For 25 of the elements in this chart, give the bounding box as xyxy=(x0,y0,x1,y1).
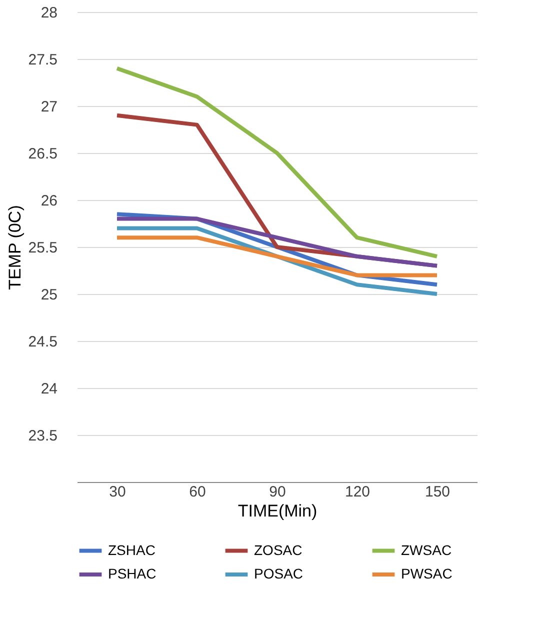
legend-label: ZWSAC xyxy=(401,542,452,558)
y-tick-label: 28 xyxy=(40,4,58,22)
x-axis-title: TIME(Min) xyxy=(238,502,318,520)
x-tick-label: 120 xyxy=(344,484,370,500)
legend-label: POSAC xyxy=(254,566,304,582)
y-tick-label: 26 xyxy=(40,192,58,210)
y-tick-label: 24 xyxy=(40,380,58,398)
y-tick-label: 25 xyxy=(40,286,58,304)
x-tick-label: 30 xyxy=(109,484,126,500)
line-series xyxy=(115,216,439,268)
y-tick-label: 26.5 xyxy=(28,146,58,162)
x-tick-label: 90 xyxy=(269,484,286,500)
legend-label: ZSHAC xyxy=(108,542,156,558)
line-series xyxy=(115,66,439,258)
x-tick-label: 60 xyxy=(189,484,206,500)
x-tick-label: 150 xyxy=(424,484,450,500)
y-tick-label: 25.5 xyxy=(28,240,58,256)
y-tick-label: 27 xyxy=(40,98,58,116)
y-tick-label: 24.5 xyxy=(28,334,58,350)
y-tick-label: 27.5 xyxy=(28,52,58,68)
legend-label: PSHAC xyxy=(108,566,156,582)
y-tick-label: 23.5 xyxy=(28,428,58,444)
legend-label: PWSAC xyxy=(401,566,452,582)
legend-label: ZOSAC xyxy=(254,542,302,558)
y-axis-title: TEMP (0C) xyxy=(5,205,24,290)
